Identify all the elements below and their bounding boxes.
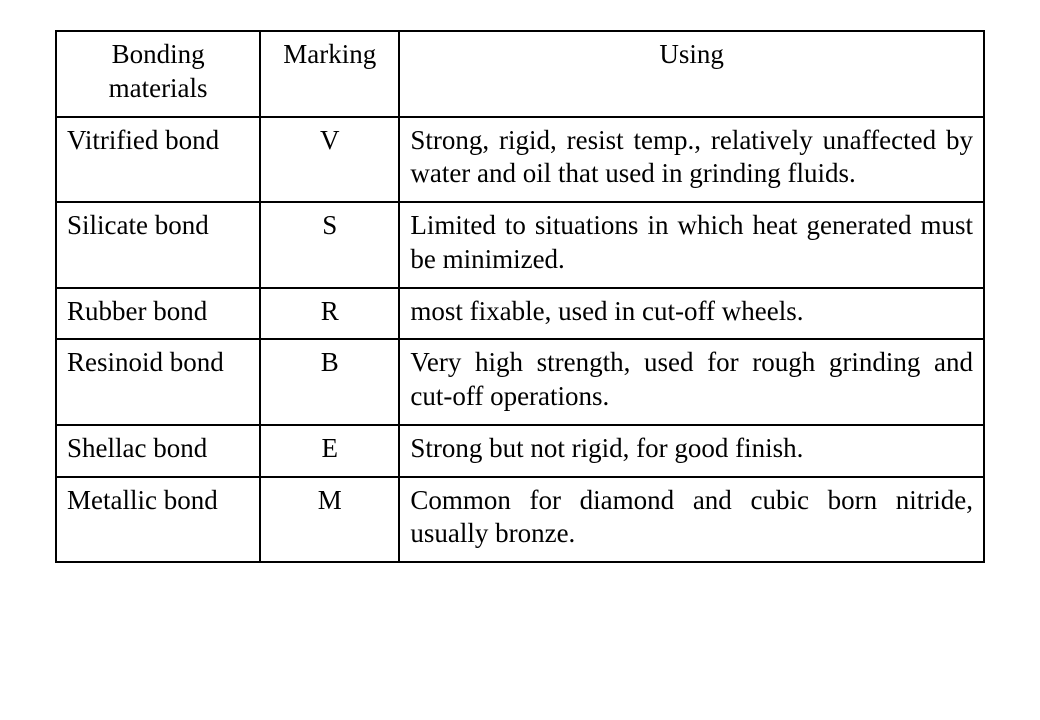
cell-using: Common for diamond and cubic born nitrid… xyxy=(399,477,984,563)
cell-marking: M xyxy=(260,477,399,563)
cell-marking: S xyxy=(260,202,399,288)
cell-using: most fixable, used in cut-off wheels. xyxy=(399,288,984,340)
table-row: Shellac bondEStrong but not rigid, for g… xyxy=(56,425,984,477)
cell-material: Shellac bond xyxy=(56,425,260,477)
cell-marking: E xyxy=(260,425,399,477)
table-row: Metallic bondMCommon for diamond and cub… xyxy=(56,477,984,563)
cell-marking: B xyxy=(260,339,399,425)
cell-material: Vitrified bond xyxy=(56,117,260,203)
table-row: Vitrified bondVStrong, rigid, resist tem… xyxy=(56,117,984,203)
cell-using: Strong, rigid, resist temp., relatively … xyxy=(399,117,984,203)
cell-marking: V xyxy=(260,117,399,203)
table-row: Silicate bondSLimited to situations in w… xyxy=(56,202,984,288)
table-header-row: Bonding materials Marking Using xyxy=(56,31,984,117)
cell-material: Resinoid bond xyxy=(56,339,260,425)
bonding-materials-table: Bonding materials Marking Using Vitrifie… xyxy=(55,30,985,563)
col-header-using: Using xyxy=(399,31,984,117)
cell-material: Rubber bond xyxy=(56,288,260,340)
table-body: Bonding materials Marking Using Vitrifie… xyxy=(56,31,984,562)
table-row: Rubber bondRmost fixable, used in cut-of… xyxy=(56,288,984,340)
cell-marking: R xyxy=(260,288,399,340)
table-row: Resinoid bondBVery high strength, used f… xyxy=(56,339,984,425)
cell-using: Very high strength, used for rough grind… xyxy=(399,339,984,425)
cell-using: Strong but not rigid, for good finish. xyxy=(399,425,984,477)
col-header-bonding: Bonding materials xyxy=(56,31,260,117)
cell-material: Silicate bond xyxy=(56,202,260,288)
col-header-marking: Marking xyxy=(260,31,399,117)
cell-material: Metallic bond xyxy=(56,477,260,563)
cell-using: Limited to situations in which heat gene… xyxy=(399,202,984,288)
